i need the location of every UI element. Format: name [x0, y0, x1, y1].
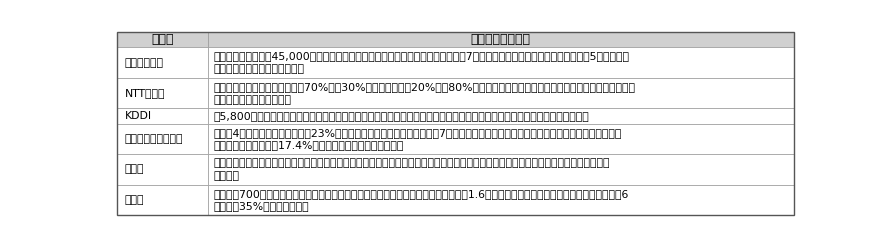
Text: KDDI: KDDI [124, 111, 152, 121]
Bar [116, 154, 208, 185]
Text: 約5,800名が利用申請。利用者からワーク・ライフ・バランス、業務効率向上との意見あり（本来は災害時の事業継続用）。: 約5,800名が利用申請。利用者からワーク・ライフ・バランス、業務効率向上との意… [213, 111, 589, 121]
Bar [208, 48, 794, 78]
Text: 企業名: 企業名 [151, 33, 173, 46]
Bar [116, 32, 208, 48]
Bar [208, 154, 794, 185]
Bar [116, 185, 208, 215]
Text: パナソニックでは約45,000人を対象としたテレワークを導入。在宅勤務実施者の7割が「生産性の向上があった」と回答、5割増しの効
率アップ等が報告されている。: パナソニックでは約45,000人を対象としたテレワークを導入。在宅勤務実施者の7… [213, 51, 630, 74]
Text: 日本マイクロソフト: 日本マイクロソフト [124, 134, 183, 144]
Bar [116, 109, 208, 124]
Text: 社員の4割が在宅勤務を経験。約23%の社員が数回／月の在宅勤務実施。7割近くの社員がライフ・ワーク・バランスに有効だと意見。
社員一人当たりの売上17.4%向上: 社員の4割が在宅勤務を経験。約23%の社員が数回／月の在宅勤務実施。7割近くの社… [213, 128, 622, 150]
Text: リコー: リコー [124, 195, 144, 205]
Bar [116, 48, 208, 78]
Bar [208, 32, 794, 48]
Bar [208, 124, 794, 154]
Text: 全日空: 全日空 [124, 164, 144, 174]
Bar [116, 124, 208, 154]
Text: パナソニック: パナソニック [124, 58, 163, 68]
Text: 営業職約700人を対象としたテレワークを採用。残業時間削減、顧客接点活動件数が1.6倍に。残業代とオフィススペース削減により、6
か月で約35%コストを削減。: 営業職約700人を対象としたテレワークを採用。残業時間削減、顧客接点活動件数が1… [213, 189, 629, 211]
Bar [116, 78, 208, 109]
Bar [208, 185, 794, 215]
Bar [208, 78, 794, 109]
Text: 取り組み・効果等: 取り組み・効果等 [471, 33, 531, 46]
Text: NTTドコモ: NTTドコモ [124, 88, 165, 98]
Text: 一部の部署を対象としたテレワークを採用。事務処理件数が上昇し事務処理時間は削減。在宅勤務実施報告による仕事の見える化を図っ
ている。: 一部の部署を対象としたテレワークを採用。事務処理件数が上昇し事務処理時間は削減。… [213, 158, 610, 181]
Bar [208, 109, 794, 124]
Text: 研究開発部門での利用比は男性70%女性30%。他部署は男性20%女性80%。残業時間の減少。やり取りや成果が見えるため、生産
性向上につながっている。: 研究開発部門での利用比は男性70%女性30%。他部署は男性20%女性80%。残業… [213, 82, 636, 105]
